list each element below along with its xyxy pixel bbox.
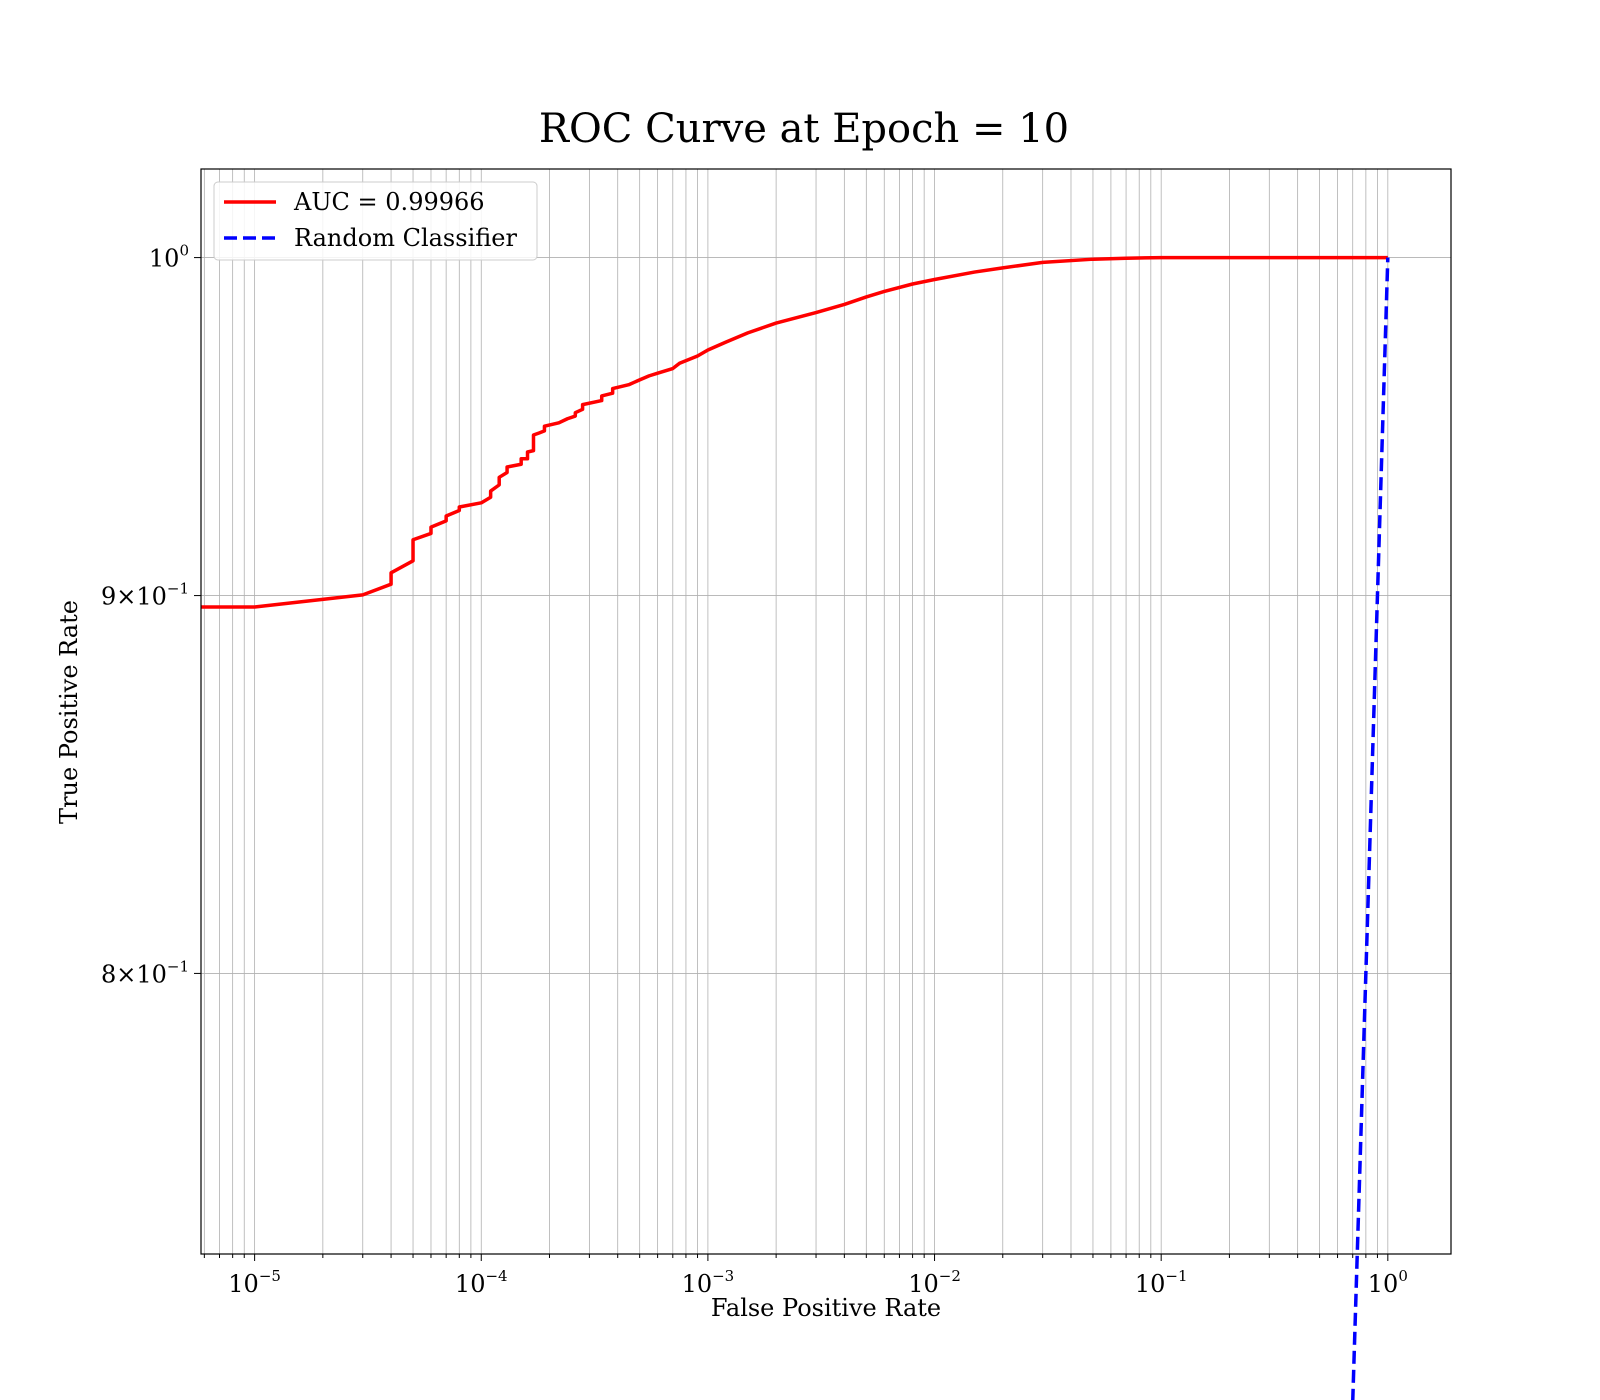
legend-box: [213, 181, 538, 261]
y-tick-label: 100: [149, 242, 189, 273]
x-tick-label: 10−3: [682, 1267, 735, 1298]
x-axis-ticks: 10−5 10−4 10−3 10−2 10−1 100: [203, 1254, 1408, 1298]
y-axis-label: True Positive Rate: [55, 600, 83, 824]
x-tick-label: 100: [1368, 1267, 1408, 1298]
roc-curve-line: [201, 255, 1388, 609]
x-tick-label: 10−2: [908, 1267, 961, 1298]
legend-label: Random Classifier: [294, 224, 517, 252]
x-tick-label: 10−1: [1135, 1267, 1188, 1298]
y-axis-ticks: 100 9×10−1 8×10−1: [101, 242, 201, 988]
chart-title: ROC Curve at Epoch = 10: [539, 106, 1069, 152]
plot-series: [201, 255, 1390, 1400]
y-tick-label: 9×10−1: [101, 580, 189, 611]
legend: AUC = 0.99966 Random Classifier: [213, 181, 538, 261]
legend-label: AUC = 0.99966: [293, 188, 485, 216]
random-classifier-line: [1351, 257, 1390, 1400]
plot-frame: [200, 168, 1452, 1255]
grid: [201, 169, 1451, 1254]
x-tick-label: 10−5: [228, 1267, 281, 1298]
x-axis-label: False Positive Rate: [711, 1294, 941, 1322]
y-tick-label: 8×10−1: [101, 957, 189, 988]
x-tick-label: 10−4: [455, 1267, 508, 1298]
